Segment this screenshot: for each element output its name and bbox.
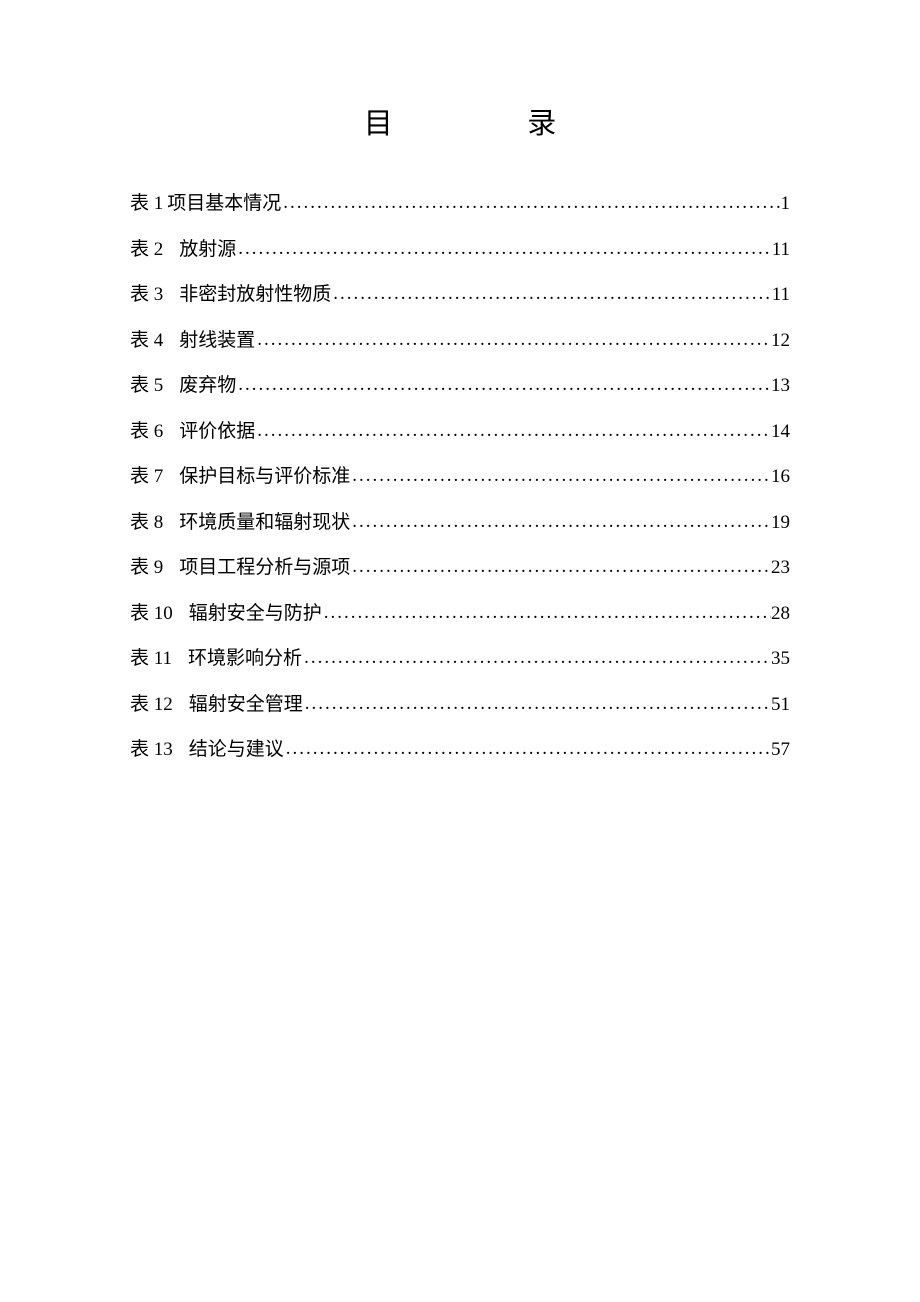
toc-heading: 目 录 bbox=[130, 100, 790, 142]
toc-entry-title: 射线装置 bbox=[179, 327, 255, 356]
toc-entry-label: 表 7 bbox=[130, 463, 163, 492]
toc-entry-title: 非密封放射性物质 bbox=[179, 281, 331, 310]
toc-entry-title: 环境影响分析 bbox=[188, 645, 302, 674]
toc-dot-leader bbox=[255, 326, 771, 355]
toc-entry-title: 评价依据 bbox=[179, 418, 255, 447]
toc-dot-leader bbox=[331, 280, 771, 309]
toc-entry-page: 19 bbox=[771, 509, 790, 538]
toc-entry-page: 16 bbox=[771, 463, 790, 492]
toc-entry: 表 12 辐射安全管理 51 bbox=[130, 691, 790, 720]
toc-entry-page: 1 bbox=[781, 190, 791, 219]
toc-dot-leader bbox=[236, 235, 771, 264]
toc-entry-page: 12 bbox=[771, 327, 790, 356]
toc-entry-page: 23 bbox=[771, 554, 790, 583]
toc-dot-leader bbox=[303, 690, 771, 719]
toc-entry: 表 3 非密封放射性物质 11 bbox=[130, 281, 790, 310]
toc-entry-title: 废弃物 bbox=[179, 372, 236, 401]
toc-entry-page: 35 bbox=[771, 645, 790, 674]
title-char-1: 目 bbox=[364, 100, 393, 142]
toc-entry-page: 11 bbox=[772, 236, 790, 265]
toc-entry-label: 表 3 bbox=[130, 281, 163, 310]
toc-entry: 表 11 环境影响分析 35 bbox=[130, 645, 790, 674]
toc-dot-leader bbox=[350, 553, 771, 582]
toc-dot-leader bbox=[350, 462, 771, 491]
toc-entry: 表 13 结论与建议 57 bbox=[130, 736, 790, 765]
toc-entry: 表 7 保护目标与评价标准 16 bbox=[130, 463, 790, 492]
toc-entry-label: 表 6 bbox=[130, 418, 163, 447]
toc-dot-leader bbox=[281, 189, 780, 218]
toc-entry-page: 51 bbox=[771, 691, 790, 720]
toc-entry-label: 表 13 bbox=[130, 736, 173, 765]
toc-entry-title: 辐射安全与防护 bbox=[189, 600, 322, 629]
toc-entry-label: 表 2 bbox=[130, 236, 163, 265]
toc-dot-leader bbox=[255, 417, 771, 446]
toc-entry-page: 57 bbox=[771, 736, 790, 765]
toc-dot-leader bbox=[284, 735, 771, 764]
title-char-2: 录 bbox=[527, 100, 556, 142]
toc-dot-leader bbox=[236, 371, 771, 400]
toc-entry: 表 1项目基本情况 1 bbox=[130, 190, 790, 219]
toc-entry-label: 表 1 bbox=[130, 190, 163, 219]
toc-entry: 表 5 废弃物 13 bbox=[130, 372, 790, 401]
toc-dot-leader bbox=[302, 644, 771, 673]
page-container: 目 录 表 1项目基本情况 1 表 2 放射源 11 表 3 非密封放射性物质 11 表 4 射线… bbox=[0, 0, 920, 765]
toc-dot-leader bbox=[322, 599, 771, 628]
toc-dot-leader bbox=[350, 508, 771, 537]
toc-entry-label: 表 9 bbox=[130, 554, 163, 583]
toc-entry-page: 11 bbox=[772, 281, 790, 310]
toc-entry-title: 辐射安全管理 bbox=[189, 691, 303, 720]
toc-list: 表 1项目基本情况 1 表 2 放射源 11 表 3 非密封放射性物质 11 表 4 射线装置 12… bbox=[130, 190, 790, 765]
toc-entry-title: 结论与建议 bbox=[189, 736, 284, 765]
toc-entry-page: 28 bbox=[771, 600, 790, 629]
toc-entry: 表 2 放射源 11 bbox=[130, 236, 790, 265]
toc-entry-title: 放射源 bbox=[179, 236, 236, 265]
toc-entry-title: 保护目标与评价标准 bbox=[179, 463, 350, 492]
toc-entry-title: 项目基本情况 bbox=[167, 190, 281, 219]
toc-entry-title: 项目工程分析与源项 bbox=[179, 554, 350, 583]
toc-entry-label: 表 5 bbox=[130, 372, 163, 401]
toc-entry-title: 环境质量和辐射现状 bbox=[179, 509, 350, 538]
toc-entry-page: 13 bbox=[771, 372, 790, 401]
toc-entry-label: 表 10 bbox=[130, 600, 173, 629]
toc-entry-label: 表 12 bbox=[130, 691, 173, 720]
toc-entry-page: 14 bbox=[771, 418, 790, 447]
toc-entry-label: 表 11 bbox=[130, 645, 172, 674]
toc-entry: 表 6 评价依据 14 bbox=[130, 418, 790, 447]
toc-entry: 表 4 射线装置 12 bbox=[130, 327, 790, 356]
toc-entry: 表 9 项目工程分析与源项 23 bbox=[130, 554, 790, 583]
toc-entry-label: 表 4 bbox=[130, 327, 163, 356]
toc-entry: 表 8 环境质量和辐射现状 19 bbox=[130, 509, 790, 538]
toc-entry: 表 10 辐射安全与防护 28 bbox=[130, 600, 790, 629]
toc-entry-label: 表 8 bbox=[130, 509, 163, 538]
